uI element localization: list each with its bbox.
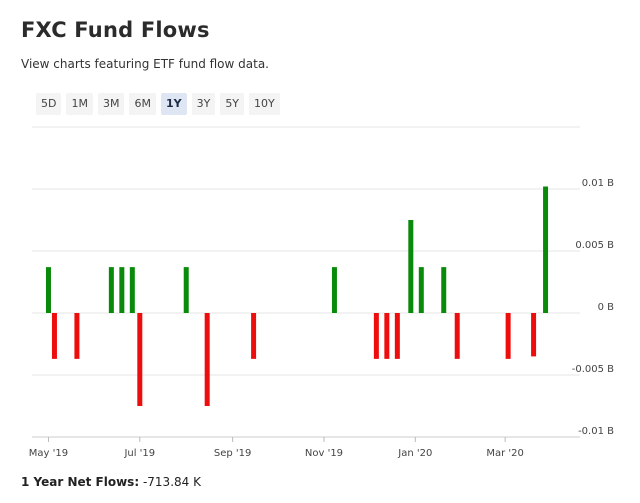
outflow-bar: [137, 313, 143, 406]
range-button-1y[interactable]: 1Y: [160, 93, 187, 115]
net-flows-value: -713.84 K: [142, 475, 201, 489]
inflow-bar: [129, 267, 135, 313]
y-tick-label: 0 B: [598, 302, 615, 313]
net-flows-summary: 1 Year Net Flows: -713.84 K: [21, 475, 201, 489]
fund-flow-chart: 0.01 B 0.005 B 0 B -0.005 B -0.01 B May '19 Ju…: [29, 126, 615, 459]
x-tick-label: Jul '19: [123, 448, 155, 459]
inflow-bar: [119, 267, 125, 313]
range-button-1m[interactable]: 1M: [66, 93, 93, 115]
outflow-bar: [373, 313, 379, 359]
inflow-bar: [45, 267, 51, 313]
range-button-3m[interactable]: 3M: [97, 93, 125, 115]
time-range-selector: 5D 1M 3M 6M 1Y 3Y 5Y 10Y: [36, 93, 280, 115]
y-tick-label: 0.01 B: [582, 178, 614, 189]
x-tick-label: Sep '19: [214, 448, 252, 459]
outflow-bar: [51, 313, 57, 359]
outflow-bar: [204, 313, 210, 406]
y-tick-label: 0.005 B: [575, 240, 614, 251]
inflow-bar: [331, 267, 337, 313]
range-button-5y[interactable]: 5Y: [220, 93, 245, 115]
y-tick-label: -0.01 B: [578, 426, 614, 437]
page-title: FXC Fund Flows: [21, 18, 210, 42]
inflow-bar: [441, 267, 447, 313]
inflow-bar: [183, 267, 189, 313]
net-flows-label: 1 Year Net Flows:: [21, 475, 140, 489]
inflow-bar: [408, 220, 414, 313]
y-tick-label: -0.005 B: [572, 364, 614, 375]
page-subtitle: View charts featuring ETF fund flow data…: [21, 57, 269, 71]
outflow-bar: [505, 313, 511, 359]
range-button-6m[interactable]: 6M: [129, 93, 156, 115]
outflow-bar: [531, 313, 537, 357]
outflow-bar: [454, 313, 460, 359]
x-tick-label: Nov '19: [305, 448, 343, 459]
inflow-bar: [418, 267, 424, 313]
inflow-bar: [543, 186, 549, 313]
outflow-bar: [251, 313, 257, 359]
outflow-bar: [394, 313, 400, 359]
inflow-bar: [108, 267, 114, 313]
range-button-3y[interactable]: 3Y: [191, 93, 216, 115]
x-tick-label: May '19: [29, 448, 68, 459]
x-tick-label: Mar '20: [486, 448, 524, 459]
range-button-5d[interactable]: 5D: [36, 93, 62, 115]
x-tick-label: Jan '20: [397, 448, 432, 459]
outflow-bar: [384, 313, 390, 359]
outflow-bar: [74, 313, 80, 359]
range-button-10y[interactable]: 10Y: [249, 93, 280, 115]
